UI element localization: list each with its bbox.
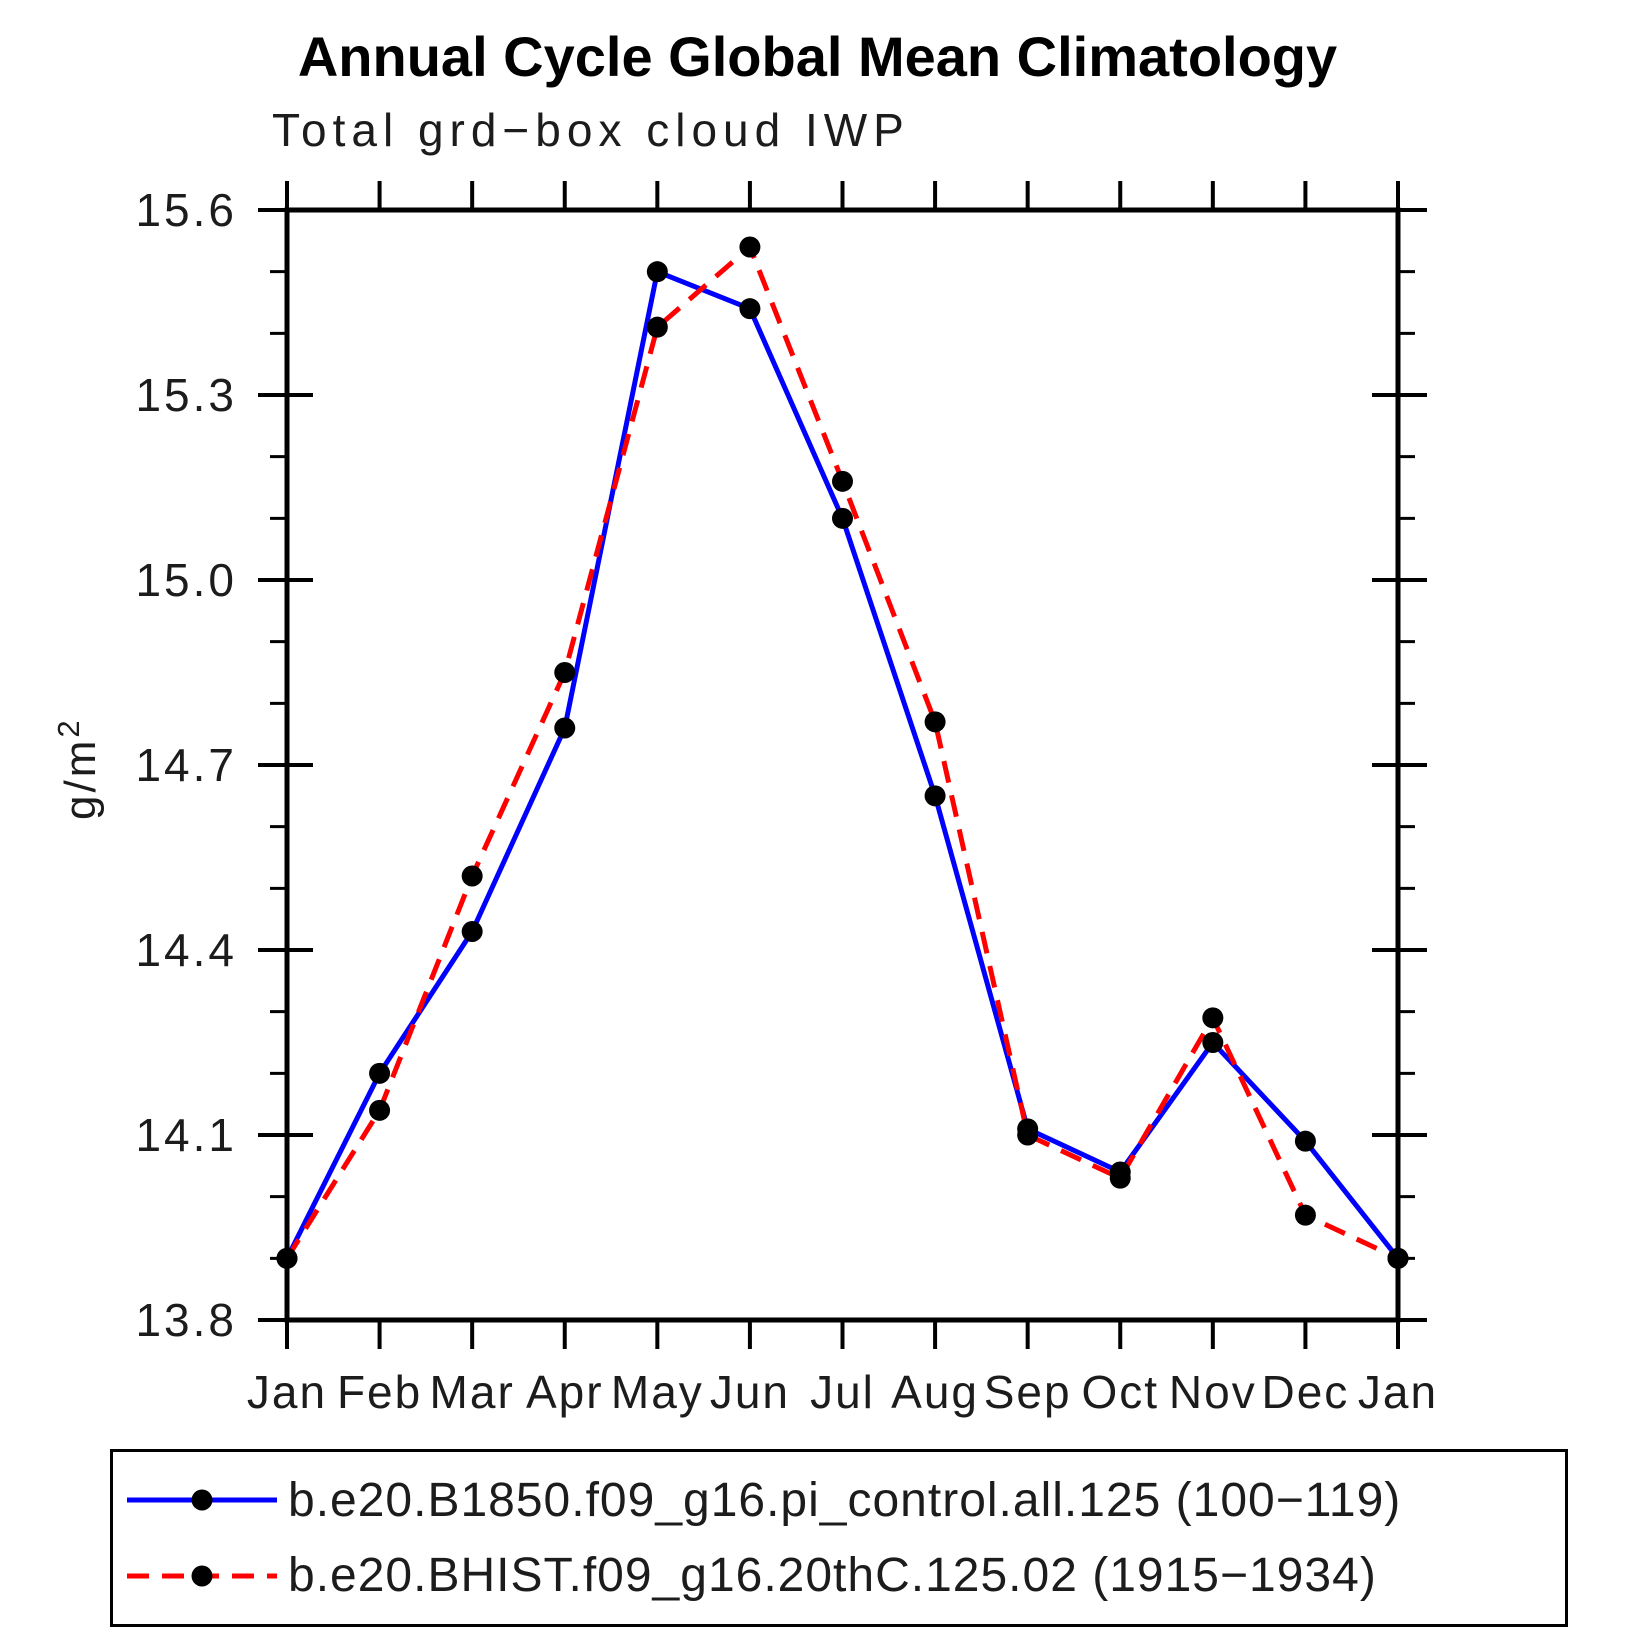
y-tick-label: 14.7 (135, 739, 237, 791)
data-point-marker (1294, 1204, 1316, 1226)
data-point-marker (1202, 1007, 1224, 1029)
data-point-marker (276, 1247, 298, 1269)
x-tick-label: Mar (430, 1366, 515, 1418)
data-point-marker (1294, 1130, 1316, 1152)
data-point-marker (369, 1062, 391, 1084)
legend-item: b.e20.BHIST.f09_g16.20thC.125.02 (1915−1… (127, 1548, 1565, 1603)
data-point-marker (924, 785, 946, 807)
legend-label: b.e20.BHIST.f09_g16.20thC.125.02 (1915−1… (288, 1549, 1377, 1603)
y-tick-label: 14.1 (135, 1109, 237, 1161)
x-tick-label: Jun (710, 1366, 790, 1418)
legend: b.e20.B1850.f09_g16.pi_control.all.125 (… (110, 1449, 1568, 1627)
y-tick-label: 15.6 (135, 184, 237, 236)
x-tick-label: Sep (984, 1366, 1072, 1418)
data-point-marker (461, 865, 483, 887)
y-axis-label: g/m2 (51, 717, 105, 820)
data-point-marker (1202, 1032, 1224, 1053)
legend-line-sample (127, 1489, 277, 1511)
x-tick-label: Jan (247, 1366, 327, 1418)
legend-line-sample (127, 1565, 277, 1587)
y-tick-label: 15.0 (135, 554, 237, 606)
y-tick-label: 13.8 (135, 1294, 237, 1346)
data-point-marker (739, 236, 761, 258)
series-line-solid (284, 268, 1400, 1260)
data-point-marker (554, 662, 576, 683)
legend-item: b.e20.B1850.f09_g16.pi_control.all.125 (… (127, 1473, 1565, 1528)
data-point-marker (461, 921, 483, 942)
y-tick-label: 14.4 (135, 924, 237, 976)
plot-frame (284, 207, 1401, 1323)
x-tick-label: Nov (1169, 1366, 1257, 1418)
x-tick-label: Jan (1358, 1366, 1438, 1418)
data-point-marker (646, 261, 668, 283)
data-point-marker (646, 316, 668, 338)
data-point-marker (832, 507, 853, 529)
x-tick-label: Feb (337, 1366, 422, 1418)
legend-marker (191, 1489, 213, 1511)
x-tick-label: Aug (891, 1366, 979, 1418)
series-line-dashed (284, 242, 1400, 1261)
x-tick-label: Oct (1081, 1366, 1159, 1418)
data-point-marker (1387, 1247, 1409, 1269)
x-tick-label: May (611, 1366, 704, 1418)
y-tick-label: 15.3 (135, 369, 237, 421)
data-point-marker (924, 711, 946, 733)
chart-title: Annual Cycle Global Mean Climatology (297, 25, 1338, 88)
chart-subtitle: Total grd−box cloud IWP (272, 104, 910, 156)
legend-marker (191, 1565, 213, 1587)
data-point-marker (739, 298, 761, 320)
data-point-marker (369, 1099, 391, 1121)
data-point-marker (554, 717, 576, 739)
legend-label: b.e20.B1850.f09_g16.pi_control.all.125 (… (288, 1473, 1402, 1527)
legend-rows: b.e20.B1850.f09_g16.pi_control.all.125 (… (127, 1452, 1565, 1624)
data-point-marker (1017, 1124, 1039, 1146)
x-tick-label: Dec (1262, 1366, 1350, 1418)
data-point-marker (832, 470, 853, 492)
x-tick-label: Jul (810, 1366, 875, 1418)
data-point-marker (1109, 1167, 1131, 1189)
x-tick-label: Apr (526, 1366, 604, 1418)
